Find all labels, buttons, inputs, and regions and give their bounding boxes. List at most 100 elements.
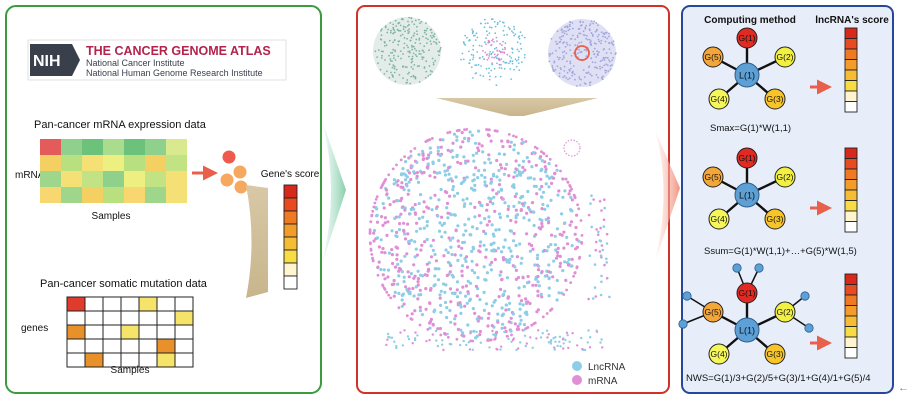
- network-node: [393, 54, 395, 57]
- network-node: [421, 58, 424, 60]
- network-node: [493, 53, 496, 56]
- network-node: [601, 66, 604, 69]
- network-node: [409, 82, 412, 85]
- mrna-node: [398, 222, 402, 226]
- lncrna-node: [502, 152, 506, 156]
- network-node: [598, 51, 600, 53]
- network-node: [590, 20, 593, 23]
- lncrna-node: [540, 159, 545, 163]
- network-node: [384, 25, 387, 28]
- lncrna-node: [511, 239, 516, 243]
- network-node: [503, 25, 506, 27]
- network-node: [576, 36, 579, 39]
- lncrna-node: [515, 174, 519, 178]
- network-node: [406, 44, 408, 47]
- mrna-node: [415, 174, 419, 178]
- mrna-row-label: mRNAs: [15, 170, 49, 181]
- network-node: [560, 35, 563, 38]
- mrna-node: [409, 150, 413, 153]
- lncrna-node: [461, 180, 465, 184]
- network-node: [495, 46, 498, 49]
- network-node: [513, 34, 515, 37]
- lncrna-node: [438, 171, 442, 175]
- network-node: [403, 329, 406, 332]
- tcga-line-1: National Cancer Institute: [86, 58, 185, 68]
- network-node: [594, 61, 597, 64]
- network-node: [604, 56, 607, 59]
- heatmap-cell: [61, 187, 82, 203]
- lncrna-node: [437, 158, 441, 162]
- mrna-node: [539, 155, 543, 159]
- lncrna-node: [375, 213, 379, 217]
- lncrna-score-segment: [844, 326, 858, 338]
- lncrna-node: [518, 242, 522, 246]
- right-panel: [681, 5, 894, 394]
- lncrna-node: [415, 160, 419, 164]
- lncrna-node: [437, 198, 441, 202]
- network-node: [531, 346, 534, 349]
- network-node: [593, 286, 597, 289]
- lncrna-node: [500, 306, 504, 310]
- network-node: [578, 27, 581, 30]
- lncrna-node: [556, 193, 560, 197]
- network-node: [496, 49, 499, 52]
- mrna-node: [368, 228, 372, 232]
- lncrna-node: [387, 251, 391, 255]
- network-node: [591, 61, 594, 64]
- network-node: [390, 52, 392, 54]
- lncrna-node: [415, 229, 419, 233]
- lncrna-node: [476, 176, 480, 180]
- heatmap-cell: [40, 187, 61, 203]
- network-node: [580, 50, 583, 53]
- network-node: [434, 59, 437, 62]
- lncrna-node: [452, 194, 456, 198]
- network-node: [609, 65, 612, 67]
- network-node: [394, 39, 396, 41]
- network-node: [568, 340, 571, 343]
- lncrna-node: [507, 260, 511, 264]
- network-node: [529, 336, 532, 339]
- lncrna-node: [429, 196, 433, 200]
- mrna-node: [473, 205, 477, 209]
- network-node: [441, 343, 444, 346]
- mrna-node: [477, 149, 481, 153]
- lncrna-node: [492, 249, 496, 253]
- mrna-node: [466, 159, 470, 163]
- network-node: [430, 43, 433, 45]
- lncrna-node: [451, 188, 455, 192]
- network-node: [565, 33, 568, 36]
- network-node: [569, 25, 571, 27]
- lncrna-node: [439, 289, 443, 293]
- network-node: [471, 28, 473, 31]
- network-node: [430, 31, 433, 34]
- lncrna-node: [450, 291, 454, 295]
- network-node: [386, 31, 389, 34]
- lncrna-node: [461, 198, 465, 202]
- network-node: [431, 37, 433, 39]
- mrna-node: [432, 170, 436, 174]
- network-node: [513, 25, 515, 28]
- network-node: [492, 38, 494, 41]
- network-node: [553, 348, 556, 351]
- network-node: [386, 338, 389, 341]
- mrna-node: [429, 255, 434, 259]
- lncrna-node: [734, 182, 760, 208]
- gene-node-label: G(2): [777, 52, 794, 62]
- network-node: [573, 73, 576, 76]
- network-node: [585, 24, 588, 27]
- network-node: [438, 41, 441, 43]
- network-node: [407, 337, 411, 341]
- network-node: [548, 60, 551, 63]
- network-node: [478, 57, 481, 60]
- mrna-node: [533, 321, 537, 325]
- lncrna-node: [447, 172, 451, 176]
- network-node: [389, 31, 392, 34]
- lncrna-node: [439, 187, 443, 192]
- network-node: [588, 28, 591, 31]
- network-node: [468, 39, 471, 42]
- lncrna-node: [397, 228, 402, 232]
- mrna-node: [541, 315, 545, 319]
- network-node: [403, 37, 406, 39]
- lncrna-node: [563, 189, 567, 193]
